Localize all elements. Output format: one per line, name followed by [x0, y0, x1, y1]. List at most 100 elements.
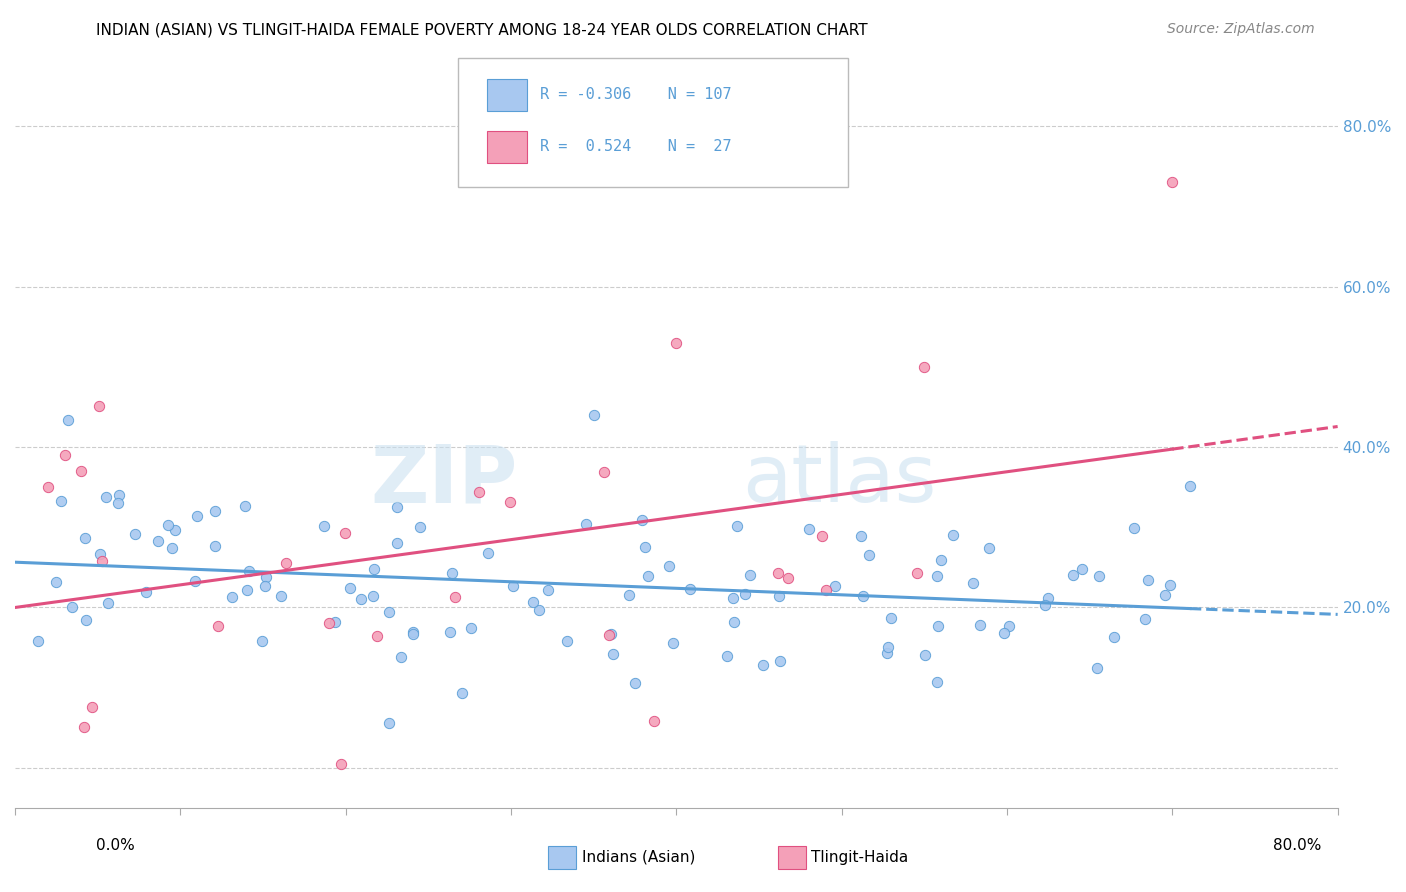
Point — [58, 412, 80, 426]
Point — [522, 594, 544, 608]
Point — [876, 646, 898, 660]
Point — [931, 553, 953, 567]
Text: Indians (Asian): Indians (Asian) — [582, 850, 696, 864]
Point — [962, 575, 984, 590]
Point — [977, 541, 1000, 555]
Text: Source: ZipAtlas.com: Source: ZipAtlas.com — [1167, 22, 1315, 37]
Point — [339, 582, 361, 596]
Point — [914, 648, 936, 662]
Text: INDIAN (ASIAN) VS TLINGIT-HAIDA FEMALE POVERTY AMONG 18-24 YEAR OLDS CORRELATION: INDIAN (ASIAN) VS TLINGIT-HAIDA FEMALE P… — [96, 22, 868, 37]
Point — [439, 625, 461, 640]
Point — [643, 714, 665, 729]
Point — [186, 509, 208, 524]
Point — [441, 566, 464, 580]
Point — [363, 590, 385, 604]
Point — [366, 629, 388, 643]
Point — [658, 558, 681, 573]
Point — [769, 655, 792, 669]
Point — [238, 564, 260, 578]
Point — [124, 527, 146, 541]
Point — [662, 636, 685, 650]
Point — [314, 519, 336, 533]
Point — [204, 504, 226, 518]
Point — [221, 590, 243, 604]
Point — [905, 566, 928, 581]
Point — [637, 569, 659, 583]
Point — [766, 566, 789, 580]
Point — [184, 574, 207, 588]
Point — [207, 619, 229, 633]
Point — [37, 480, 59, 494]
Point — [350, 592, 373, 607]
Point — [634, 541, 657, 555]
Point — [467, 485, 489, 500]
Point — [409, 520, 432, 534]
Point — [148, 534, 170, 549]
Point — [460, 621, 482, 635]
Point — [333, 526, 356, 541]
Point — [665, 335, 688, 350]
Point — [1033, 598, 1056, 612]
Point — [89, 547, 111, 561]
Text: 80.0%: 80.0% — [1274, 838, 1322, 853]
Point — [723, 591, 745, 606]
Point — [389, 650, 412, 665]
Point — [631, 513, 654, 527]
FancyBboxPatch shape — [488, 79, 527, 111]
Point — [378, 606, 401, 620]
Point — [60, 600, 83, 615]
Text: R =  0.524    N =  27: R = 0.524 N = 27 — [540, 139, 731, 154]
Point — [927, 619, 949, 633]
Point — [236, 583, 259, 598]
Point — [858, 549, 880, 563]
Point — [811, 529, 834, 543]
Point — [135, 585, 157, 599]
Point — [1123, 520, 1146, 534]
Point — [87, 399, 110, 413]
Point — [852, 589, 875, 603]
Point — [1154, 588, 1177, 602]
Point — [160, 541, 183, 556]
Point — [156, 518, 179, 533]
Point — [502, 579, 524, 593]
Point — [602, 647, 624, 661]
Point — [527, 603, 550, 617]
Point — [752, 658, 775, 673]
Point — [53, 448, 76, 462]
Point — [45, 574, 67, 589]
Point — [575, 516, 598, 531]
Point — [942, 527, 965, 541]
Point — [70, 464, 93, 478]
Point — [768, 589, 790, 603]
Point — [1085, 661, 1108, 675]
Point — [679, 582, 702, 596]
Point — [1159, 577, 1181, 591]
Point — [385, 536, 408, 550]
Point — [1088, 568, 1111, 582]
Point — [716, 648, 738, 663]
Point — [250, 633, 273, 648]
Point — [1136, 573, 1159, 587]
Point — [444, 591, 467, 605]
Text: Tlingit-Haida: Tlingit-Haida — [811, 850, 908, 864]
Point — [318, 615, 340, 630]
Point — [925, 675, 948, 690]
Point — [617, 589, 640, 603]
Point — [233, 500, 256, 514]
Point — [1071, 562, 1094, 576]
FancyBboxPatch shape — [458, 58, 848, 187]
Text: atlas: atlas — [742, 442, 936, 519]
Point — [1161, 176, 1184, 190]
Point — [108, 488, 131, 502]
Point — [624, 676, 647, 690]
Point — [925, 569, 948, 583]
Point — [1135, 612, 1157, 626]
Point — [73, 721, 96, 735]
Point — [27, 634, 49, 648]
Point — [815, 583, 838, 598]
FancyBboxPatch shape — [488, 131, 527, 162]
Point — [253, 580, 276, 594]
Point — [912, 359, 935, 374]
Point — [993, 626, 1015, 640]
Point — [274, 556, 297, 570]
